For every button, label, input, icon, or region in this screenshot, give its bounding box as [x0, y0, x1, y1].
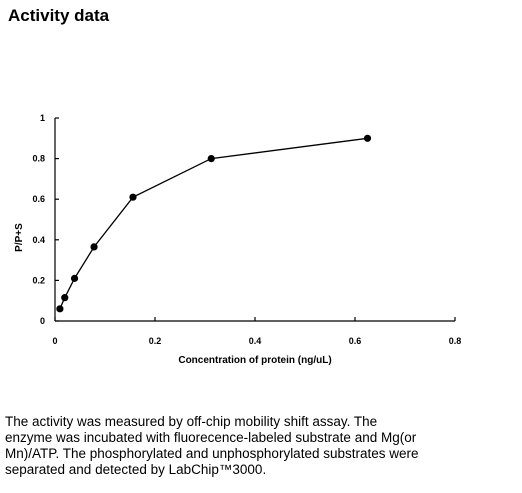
page-title: Activity data: [8, 6, 110, 25]
data-point: [207, 155, 215, 163]
x-tick-label: 0.4: [249, 336, 262, 346]
y-tick-labels: 0 0.2 0.4 0.6 0.8 1: [32, 113, 45, 326]
chart-series: [56, 134, 372, 313]
x-tick-label: 0.8: [449, 336, 462, 346]
y-tick-label: 0.8: [32, 154, 45, 164]
activity-chart: 0 0.2 0.4 0.6 0.8 1 0 0.2 0.4 0.6 0.8 Concentrati…: [14, 113, 461, 366]
x-tick-label: 0: [52, 336, 57, 346]
data-point: [70, 274, 79, 282]
y-tick-label: 0.4: [32, 235, 45, 245]
y-tick-label: 0: [40, 316, 45, 326]
data-point: [363, 134, 372, 142]
x-axis-label: Concentration of protein (ng/uL): [178, 355, 331, 366]
y-tick-label: 0.2: [32, 275, 45, 285]
data-point: [61, 294, 69, 302]
data-point: [129, 193, 137, 201]
x-tick-labels: 0 0.2 0.4 0.6 0.8: [52, 336, 461, 346]
x-tick-label: 0.2: [149, 336, 162, 346]
y-tick-label: 0.6: [32, 194, 45, 204]
data-point: [90, 243, 98, 251]
y-axis-label: P/P+S: [14, 223, 25, 252]
series-line: [59, 137, 368, 310]
data-point: [56, 305, 64, 313]
description-text: The activity was measured by off-chip mo…: [5, 414, 419, 477]
chart-axes: [54, 117, 456, 322]
y-tick-label: 1: [40, 113, 45, 123]
x-tick-label: 0.6: [349, 336, 362, 346]
